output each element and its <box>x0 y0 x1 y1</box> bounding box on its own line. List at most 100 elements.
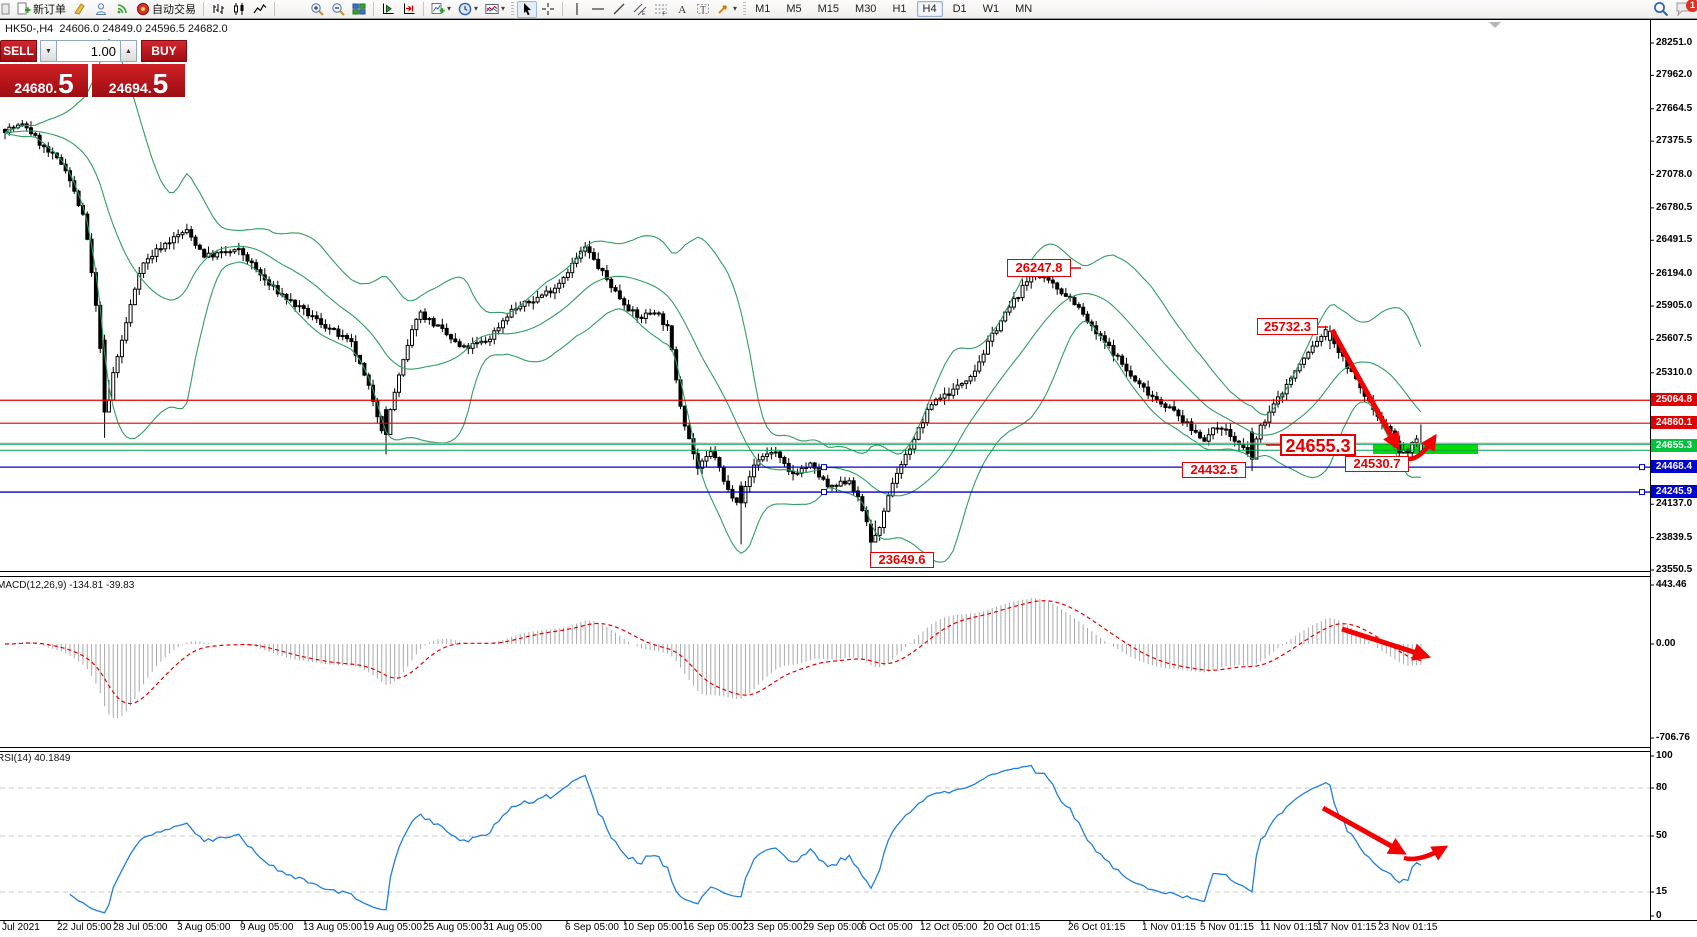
arrows-tool[interactable]: ▾ <box>714 1 740 18</box>
price-tick: 26780.5 <box>1656 201 1693 213</box>
svg-text:A: A <box>678 4 686 16</box>
ohlc-values: 24606.0 24849.0 24596.5 24682.0 <box>59 23 228 35</box>
indicator-tick: 0 <box>1656 910 1662 921</box>
clock-icon <box>458 2 472 16</box>
price-tag: 25064.8 <box>1651 393 1697 407</box>
buy-price-display[interactable]: 24694 . 5 <box>92 64 185 97</box>
dropdown-caret: ▾ <box>447 4 452 13</box>
auto-trading-button[interactable]: 自动交易 <box>133 1 199 18</box>
price-tag: 24468.4 <box>1651 460 1697 474</box>
time-tick: 22 Jul 05:00 <box>57 922 112 933</box>
signals-button[interactable] <box>112 1 132 18</box>
volume-stepper: ▼ ▲ <box>40 40 137 62</box>
text-label-tool[interactable]: T <box>693 1 713 18</box>
vertical-line-tool[interactable] <box>567 1 587 18</box>
line-chart-button[interactable] <box>250 1 270 18</box>
price-tick: 28251.0 <box>1656 37 1693 48</box>
time-tick: 11 Nov 01:15 <box>1260 922 1319 933</box>
toolbar-grip <box>511 2 515 16</box>
trendline-tool[interactable] <box>609 1 629 18</box>
price-tick: 25905.0 <box>1656 300 1693 312</box>
zoom-out-button[interactable] <box>328 1 348 18</box>
price-annotation[interactable]: 24530.7 <box>1345 456 1409 472</box>
time-tick: 10 Sep 05:00 <box>623 922 683 933</box>
auto-scroll-icon <box>383 3 394 14</box>
horizontal-lines[interactable] <box>0 399 1650 496</box>
timeframe-m1[interactable]: M1 <box>755 3 771 15</box>
fibonacci-tool[interactable]: F <box>651 1 671 18</box>
price-annotation[interactable]: 24432.5 <box>1182 462 1246 478</box>
price-tick: 23550.5 <box>1656 564 1693 576</box>
new-chart-button[interactable]: ▾ <box>428 1 454 18</box>
chart-shift-button[interactable] <box>399 1 419 18</box>
volume-input[interactable] <box>57 40 120 62</box>
price-tick: 27962.0 <box>1656 69 1693 81</box>
sell-price-display[interactable]: 24680 . 5 <box>0 64 88 97</box>
community-button[interactable] <box>91 1 111 18</box>
candlestick-button[interactable] <box>229 1 249 18</box>
timeframe-h4[interactable]: H4 <box>916 1 943 17</box>
price-annotation[interactable]: 25732.3 <box>1257 318 1318 335</box>
time-tick: 6 Sep 05:00 <box>565 922 619 933</box>
new-order-button[interactable]: 新订单 <box>14 1 69 18</box>
price-annotation[interactable]: 23649.6 <box>870 552 934 568</box>
main-pane[interactable] <box>3 38 1423 563</box>
notifications-button[interactable]: 1 <box>1675 0 1697 22</box>
fibonacci-icon: F <box>655 4 668 16</box>
buy-button[interactable]: BUY <box>141 40 187 62</box>
metaeditor-button[interactable] <box>70 1 90 18</box>
text-tool[interactable]: A <box>672 1 692 18</box>
tile-windows-icon <box>352 3 366 15</box>
cursor-tool-button[interactable] <box>517 0 538 18</box>
toolbar: 新订单 自动交易 <box>0 0 1697 19</box>
price-annotation[interactable]: 26247.8 <box>1007 259 1071 277</box>
periods-button[interactable]: ▾ <box>455 1 481 18</box>
time-tick: 16 Sep 05:00 <box>683 922 743 933</box>
volume-up-button[interactable]: ▲ <box>120 40 137 62</box>
timeframe-m15[interactable]: M15 <box>817 3 840 15</box>
zoom-in-button[interactable] <box>307 1 327 18</box>
toolbar-grip <box>743 2 747 16</box>
price-tick: 26194.0 <box>1656 267 1693 279</box>
search-button[interactable] <box>1653 1 1669 22</box>
crosshair-icon <box>542 3 555 15</box>
toolbar-separator <box>203 2 204 16</box>
timeframe-h1[interactable]: H1 <box>892 3 907 15</box>
chart-shift-icon <box>404 3 415 14</box>
price-annotation[interactable]: 24655.3 <box>1280 434 1356 456</box>
timeframe-w1[interactable]: W1 <box>982 3 1000 15</box>
time-tick: 31 Aug 05:00 <box>483 922 542 933</box>
buy-price-main: 24694 <box>108 79 148 96</box>
indicators-button[interactable]: ▾ <box>482 1 508 18</box>
toolbar-separator <box>562 2 564 16</box>
channel-tool[interactable]: E <box>630 1 650 18</box>
svg-text:E: E <box>642 11 646 16</box>
auto-scroll-button[interactable] <box>378 1 398 18</box>
indicator-tick: 80 <box>1656 782 1668 793</box>
indicator-tick: -706.76 <box>1656 732 1690 743</box>
indicator-tick: 15 <box>1656 886 1668 897</box>
crosshair-tool-button[interactable] <box>538 1 558 18</box>
arrows-tool-icon <box>718 5 727 14</box>
timeframe-m5[interactable]: M5 <box>786 3 802 15</box>
macd-pane[interactable] <box>4 598 1422 719</box>
signal-icon <box>117 4 127 14</box>
broom-icon <box>74 3 85 15</box>
sell-button[interactable]: SELL <box>0 40 37 62</box>
price-tick: 27664.5 <box>1656 102 1693 114</box>
volume-down-button[interactable]: ▼ <box>40 40 57 62</box>
rsi-pane[interactable] <box>0 764 1650 914</box>
tile-windows-button[interactable] <box>349 1 369 18</box>
pane-borders <box>0 19 1697 924</box>
timeframe-d1[interactable]: D1 <box>952 3 967 15</box>
horizontal-line-tool[interactable] <box>588 1 608 18</box>
timeframe-m30[interactable]: M30 <box>855 3 877 15</box>
price-tick: 27078.0 <box>1656 168 1693 180</box>
macd-label: MACD(12,26,9) -134.81 -39.83 <box>0 580 135 591</box>
bar-chart-button[interactable] <box>208 1 228 18</box>
price-tick: 24137.0 <box>1656 498 1693 510</box>
timeframe-mn[interactable]: MN <box>1015 3 1033 15</box>
annotation-arrows[interactable] <box>1071 267 1449 862</box>
